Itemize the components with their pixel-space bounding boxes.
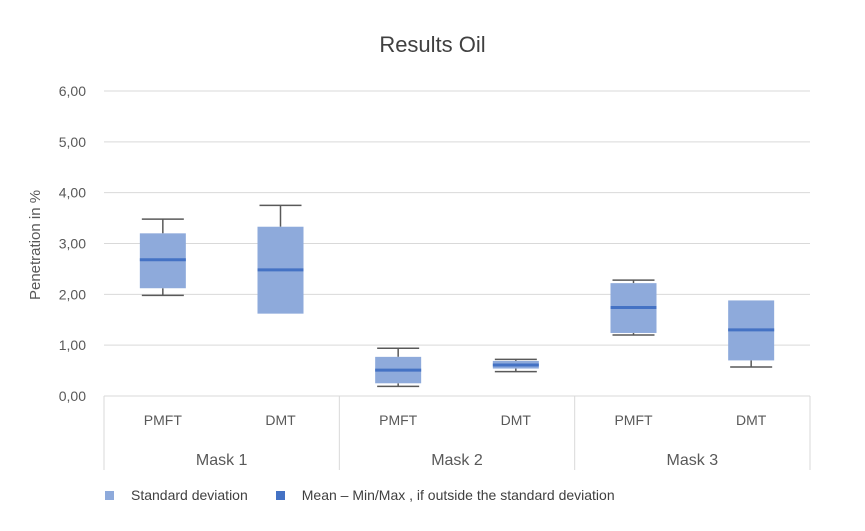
y-axis-label: Penetration in % xyxy=(27,190,44,300)
y-tick-label: 3,00 xyxy=(59,236,86,252)
box-mask-3-dmt xyxy=(728,300,775,368)
legend-swatch-standard-deviation xyxy=(105,490,114,500)
group-label: Mask 3 xyxy=(667,452,719,469)
category-label: PMFT xyxy=(379,412,418,428)
category-label: PMFT xyxy=(144,412,183,428)
y-tick-label: 2,00 xyxy=(59,286,86,302)
category-label: DMT xyxy=(501,412,532,428)
y-tick-label: 4,00 xyxy=(59,185,86,201)
y-tick-label: 1,00 xyxy=(59,337,86,353)
y-tick-label: 0,00 xyxy=(59,388,86,404)
legend-swatch-mean xyxy=(275,490,285,500)
gridlines xyxy=(104,90,810,397)
box-mask-3-pmft xyxy=(610,279,657,336)
boxes-layer xyxy=(139,204,775,388)
group-label: Mask 2 xyxy=(431,452,483,469)
x-axis: Mask 1 PMFT DMT Mask 2 PMFT DMT Mask 3 PMFT DMT xyxy=(103,396,811,470)
chart-title: Results Oil xyxy=(379,32,486,57)
legend-item-mean: Mean – Min/Max , if outside the standard… xyxy=(275,487,615,503)
box-mask-1-dmt xyxy=(257,204,304,314)
legend-label-mean: Mean – Min/Max , if outside the standard… xyxy=(301,487,615,503)
chart-legend: Standard deviation Mean – Min/Max , if o… xyxy=(105,487,643,503)
box-mask-1-pmft xyxy=(139,218,186,297)
group-label: Mask 1 xyxy=(196,452,248,469)
category-label: DMT xyxy=(736,412,767,428)
y-tick-label: 6,00 xyxy=(59,83,86,99)
box-mask-2-dmt xyxy=(492,358,539,373)
category-label: DMT xyxy=(265,412,296,428)
y-axis-ticks: 0,00 1,00 2,00 3,00 4,00 5,00 6,00 xyxy=(59,83,86,404)
legend-label-standard-deviation: Standard deviation xyxy=(131,487,248,503)
legend-item-standard-deviation: Standard deviation xyxy=(105,487,248,503)
box-mask-2-pmft xyxy=(375,347,422,388)
category-label: PMFT xyxy=(614,412,653,428)
y-tick-label: 5,00 xyxy=(59,134,86,150)
